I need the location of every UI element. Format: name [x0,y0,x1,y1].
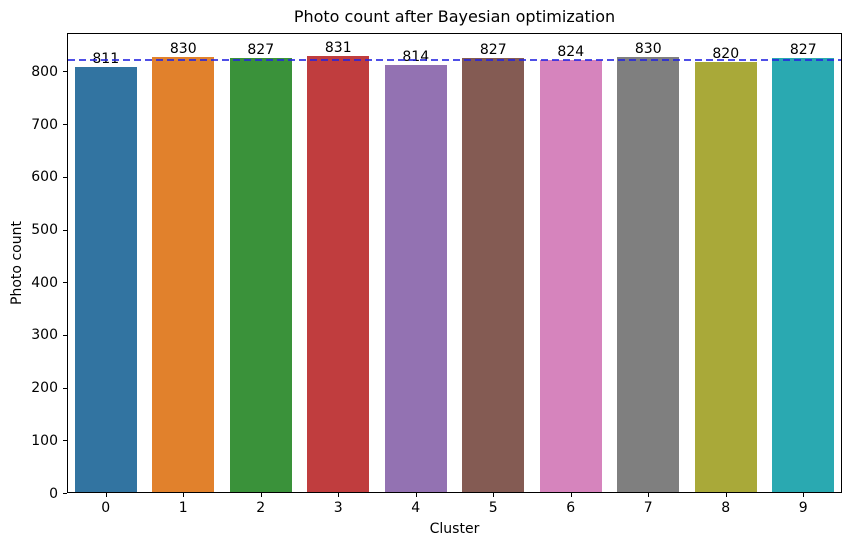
bar-cluster-8 [694,61,757,492]
bar-cluster-0 [74,66,137,492]
x-tick-label: 0 [101,500,111,516]
bar-value-label: 830 [169,40,197,57]
x-tick-mark [105,493,107,497]
x-tick-label: 2 [256,500,266,516]
x-tick-mark [725,493,727,497]
y-tick-label: 700 [31,116,58,133]
x-tick-label: 8 [721,500,731,516]
x-tick-label: 6 [566,500,576,516]
bar-cluster-3 [307,56,370,492]
bar-value-label: 831 [324,40,352,57]
y-tick-label: 800 [31,63,58,80]
y-tick-label: 300 [31,327,58,344]
x-tick-label: 5 [488,500,498,516]
y-tick-mark [63,440,67,442]
bar-value-label: 827 [247,42,275,59]
x-tick-mark [338,493,340,497]
bar-cluster-6 [539,59,602,492]
bar-value-label: 824 [557,43,585,60]
x-tick-mark [648,493,650,497]
chart-title: Photo count after Bayesian optimization [293,7,616,26]
plot-area: 811 830 827 831 814 827 824 830 820 827 [67,33,842,493]
bar-cluster-2 [229,58,292,492]
x-tick-mark [803,493,805,497]
x-tick-mark [570,493,572,497]
y-tick-mark [63,229,67,231]
bar-cluster-1 [152,56,215,492]
x-tick-label: 7 [643,500,653,516]
bar-cluster-5 [462,58,525,492]
x-axis-label: Cluster [429,521,480,537]
mean-dashed-line [68,58,841,61]
y-tick-mark [63,334,67,336]
x-tick-mark [415,493,417,497]
y-tick-label: 0 [49,485,58,502]
bar-cluster-9 [772,58,835,492]
bar-value-label: 830 [634,40,662,57]
x-tick-label: 3 [333,500,343,516]
bar-value-label: 827 [789,42,817,59]
bar-cluster-7 [617,56,680,492]
y-tick-label: 500 [31,222,58,239]
x-tick-mark [493,493,495,497]
bar-value-label: 814 [402,48,430,65]
x-tick-label: 9 [798,500,808,516]
y-tick-mark [63,176,67,178]
y-tick-mark [63,282,67,284]
y-tick-mark [63,493,67,494]
bar-cluster-4 [384,64,447,492]
bar-value-label: 827 [479,42,507,59]
y-tick-label: 200 [31,380,58,397]
y-tick-label: 600 [31,169,58,186]
y-tick-mark [63,71,67,73]
bar-value-label: 820 [712,45,740,62]
x-tick-mark [183,493,185,497]
y-tick-label: 100 [31,432,58,449]
y-tick-mark [63,124,67,126]
bar-value-label: 811 [92,52,119,66]
y-tick-label: 400 [31,274,58,291]
x-tick-label: 1 [178,500,188,516]
x-tick-label: 4 [411,500,421,516]
y-tick-mark [63,387,67,389]
x-tick-mark [260,493,262,497]
